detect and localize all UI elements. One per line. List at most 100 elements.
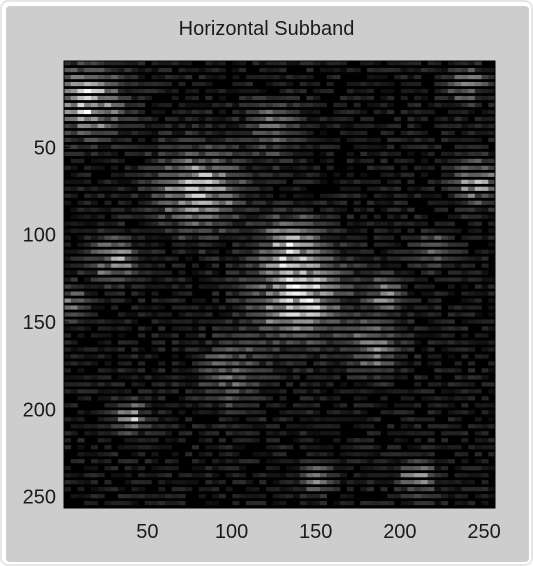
heat-cell xyxy=(218,207,226,212)
heat-cell xyxy=(427,67,435,73)
heat-cell xyxy=(252,95,260,101)
heat-cell xyxy=(346,417,354,422)
heat-cell xyxy=(299,487,307,492)
heat-cell xyxy=(245,81,253,87)
heat-cell xyxy=(441,179,449,184)
heat-cell xyxy=(198,116,206,122)
heat-cell xyxy=(272,389,280,394)
heat-cell xyxy=(434,340,442,345)
heat-cell xyxy=(90,487,98,492)
heat-cell xyxy=(353,452,361,457)
heat-cell xyxy=(144,116,152,122)
heat-cell xyxy=(454,151,462,156)
heat-cell xyxy=(407,494,415,499)
heat-cell xyxy=(292,235,300,240)
heat-cell xyxy=(218,256,226,261)
heat-cell xyxy=(97,193,105,198)
heat-cell xyxy=(481,368,489,373)
heat-cell xyxy=(205,158,213,163)
heat-cell xyxy=(481,165,489,170)
heat-cell xyxy=(447,305,455,310)
heat-cell xyxy=(131,207,139,212)
heat-cell xyxy=(373,102,381,108)
heat-cell xyxy=(393,445,402,450)
heat-cell xyxy=(124,326,132,331)
heat-cell xyxy=(353,403,361,408)
heat-cell xyxy=(239,270,247,275)
heat-cell xyxy=(158,326,166,331)
heat-cell xyxy=(447,487,455,492)
heat-cell xyxy=(481,123,489,129)
heat-cell xyxy=(420,487,428,492)
heat-cell xyxy=(286,186,294,191)
heat-cell xyxy=(454,431,462,436)
heat-cell xyxy=(279,109,287,115)
heat-cell xyxy=(346,438,354,443)
heat-cell xyxy=(77,424,85,429)
heat-cell xyxy=(461,403,469,408)
heat-cell xyxy=(299,326,307,331)
heat-cell xyxy=(77,81,85,87)
heat-cell xyxy=(205,130,213,136)
heat-cell xyxy=(340,200,348,205)
heat-cell xyxy=(393,403,402,408)
heat-cell xyxy=(124,249,132,254)
heat-cell xyxy=(212,410,220,415)
heat-cell xyxy=(77,151,85,156)
heat-cell xyxy=(353,158,361,163)
heat-cell xyxy=(266,130,274,136)
heat-cell xyxy=(441,494,449,499)
heat-cell xyxy=(373,431,381,436)
heat-cell xyxy=(158,361,166,366)
heat-cell xyxy=(97,326,105,331)
heat-cell xyxy=(326,200,334,205)
heat-cell xyxy=(488,347,496,352)
heat-cell xyxy=(84,410,92,415)
heat-cell xyxy=(333,277,341,282)
heat-cell xyxy=(488,95,496,101)
heat-cell xyxy=(245,298,253,303)
heat-cell xyxy=(245,501,253,506)
heat-cell xyxy=(252,459,260,464)
heat-cell xyxy=(245,494,253,499)
heat-cell xyxy=(454,326,462,331)
heat-cell xyxy=(225,403,233,408)
heat-cell xyxy=(299,354,307,359)
heat-cell xyxy=(414,61,422,66)
heat-cell xyxy=(319,263,327,268)
heat-cell xyxy=(474,403,482,408)
heat-cell xyxy=(205,431,213,436)
heat-cell xyxy=(427,284,435,289)
heat-cell xyxy=(266,389,274,394)
heat-cell xyxy=(333,102,341,108)
heat-cell xyxy=(266,382,274,387)
heat-cell xyxy=(313,389,321,394)
heat-cell xyxy=(420,214,428,219)
heat-cell xyxy=(225,207,233,212)
heat-cell xyxy=(286,95,294,101)
heat-cell xyxy=(245,438,253,443)
heat-cell xyxy=(77,102,85,108)
heat-cell xyxy=(434,361,442,366)
heat-cell xyxy=(205,473,213,478)
heat-cell xyxy=(279,270,287,275)
heat-cell xyxy=(117,431,125,436)
heat-cell xyxy=(104,452,112,457)
heat-cell xyxy=(407,74,415,80)
heat-cell xyxy=(346,487,354,492)
heat-cell xyxy=(367,123,375,129)
heat-cell xyxy=(313,480,321,485)
heat-cell xyxy=(441,403,449,408)
heat-cell xyxy=(367,305,375,310)
heat-cell xyxy=(212,368,220,373)
heat-cell xyxy=(218,116,226,122)
heat-cell xyxy=(292,319,300,324)
heat-cell xyxy=(333,207,341,212)
heat-cell xyxy=(346,151,354,156)
heat-cell xyxy=(84,186,92,191)
heat-cell xyxy=(104,466,112,471)
heat-cell xyxy=(360,340,368,345)
heat-cell xyxy=(151,501,159,506)
heat-cell xyxy=(77,480,85,485)
heat-cell xyxy=(70,61,78,66)
